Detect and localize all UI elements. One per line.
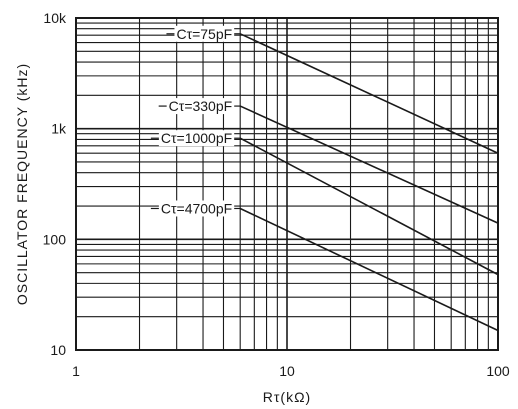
series-label-background bbox=[166, 98, 235, 115]
y-tick-label: 10k bbox=[43, 10, 67, 26]
series-labels: Cτ=75pF Cτ=330pF Cτ=1000pF Cτ=4700pF bbox=[150, 25, 241, 217]
tick-labels: 1 10 100 10 100 1k 10k bbox=[43, 10, 510, 379]
series-label-background bbox=[158, 130, 235, 147]
series-lines bbox=[239, 33, 499, 332]
plot-frame bbox=[75, 17, 499, 351]
series-line bbox=[239, 33, 499, 154]
series-label-background bbox=[158, 200, 235, 217]
x-axis-title: Rτ(kΩ) bbox=[263, 389, 311, 405]
x-tick-label: 10 bbox=[279, 363, 295, 379]
x-tick-label: 100 bbox=[486, 363, 510, 379]
y-tick-label: 100 bbox=[43, 231, 67, 247]
x-tick-label: 1 bbox=[72, 363, 80, 379]
series-label: Cτ=330pF bbox=[169, 98, 233, 114]
grid bbox=[76, 18, 498, 350]
series-label: Cτ=75pF bbox=[176, 26, 232, 42]
series-line bbox=[239, 207, 499, 332]
series-line bbox=[239, 105, 499, 224]
y-tick-label: 10 bbox=[50, 342, 66, 358]
series-label: Cτ=1000pF bbox=[161, 130, 232, 146]
series-line bbox=[239, 137, 499, 276]
series-label: Cτ=4700pF bbox=[161, 200, 232, 216]
y-tick-label: 1k bbox=[51, 121, 67, 137]
y-axis-title: OSCILLATOR FREQUENCY (kHz) bbox=[14, 63, 30, 305]
series-label-background bbox=[174, 25, 235, 42]
